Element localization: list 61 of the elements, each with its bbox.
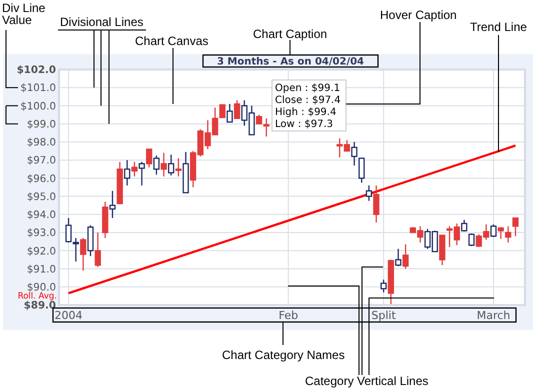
annotation: Close : $97.4 [275,95,341,106]
candlestick [498,226,504,240]
y-tick-label: $98.0 [26,138,56,149]
y-tick-label: $93.0 [26,228,56,240]
candlestick [153,154,160,176]
candlestick [175,158,182,177]
candlestick [138,161,145,186]
x-tick-label: March [476,309,510,322]
text: Category Vertical Lines [305,374,428,388]
x-tick-label: Split [371,309,396,322]
candlestick [468,232,475,247]
candlestick [395,248,402,267]
y-tick-label: $94.0 [26,210,56,222]
chart-title: 3 Months - As on 04/02/04 [216,56,364,68]
candlestick [87,224,94,257]
candlestick [72,237,79,262]
y-tick-label: $99.0 [26,119,56,130]
candlestick [226,103,233,123]
y-tick-label: $91.0 [26,264,56,276]
y-tick-label: $95.0 [26,192,56,203]
annotation: Trend Line [470,20,528,34]
candlestick [109,190,116,219]
candlestick [234,100,240,120]
candlestick [124,159,130,186]
y-tick-label: $89.0 [24,300,56,312]
y-tick-label: $101.0 [20,83,56,94]
candlestick [351,141,358,166]
candlestick [366,184,372,202]
text: Chart Caption [253,27,328,41]
x-tick-label: 2004 [54,309,83,322]
candlestick [168,154,174,176]
candlestick [160,152,167,177]
candlestick [219,104,226,118]
text: Div Line Value [2,1,46,27]
annotation: Open : $99.1 [275,83,340,94]
candlestick [131,161,138,177]
y-tick-label: $96.0 [26,174,56,185]
y-tick-label: $92.0 [26,246,56,258]
text: Hover Caption [380,8,457,22]
x-tick-label: Feb [278,309,298,322]
candlestick [512,217,519,237]
candlestick [80,237,86,272]
candlestick [146,148,152,168]
candlestick [358,158,365,184]
series-label: Roll. Avg. [18,292,57,302]
candlestick [505,226,512,244]
y-tick-label: $102.0 [16,65,56,76]
text: Divisional Lines [60,15,144,29]
annotation: Low : $97.3 [275,119,334,130]
y-tick-label: $90.0 [26,282,56,294]
annotation: High : $99.4 [275,107,336,118]
text: Chart Category Names [222,348,345,362]
text: Chart Canvas [135,34,208,48]
candlestick [65,217,72,244]
candlestick [490,224,497,238]
y-tick-label: $100.0 [20,101,56,112]
candlestick [373,184,380,224]
y-tick-label: $97.0 [26,156,56,167]
candlestick [94,232,101,268]
candlestick [402,244,409,270]
candlestick [380,279,387,293]
